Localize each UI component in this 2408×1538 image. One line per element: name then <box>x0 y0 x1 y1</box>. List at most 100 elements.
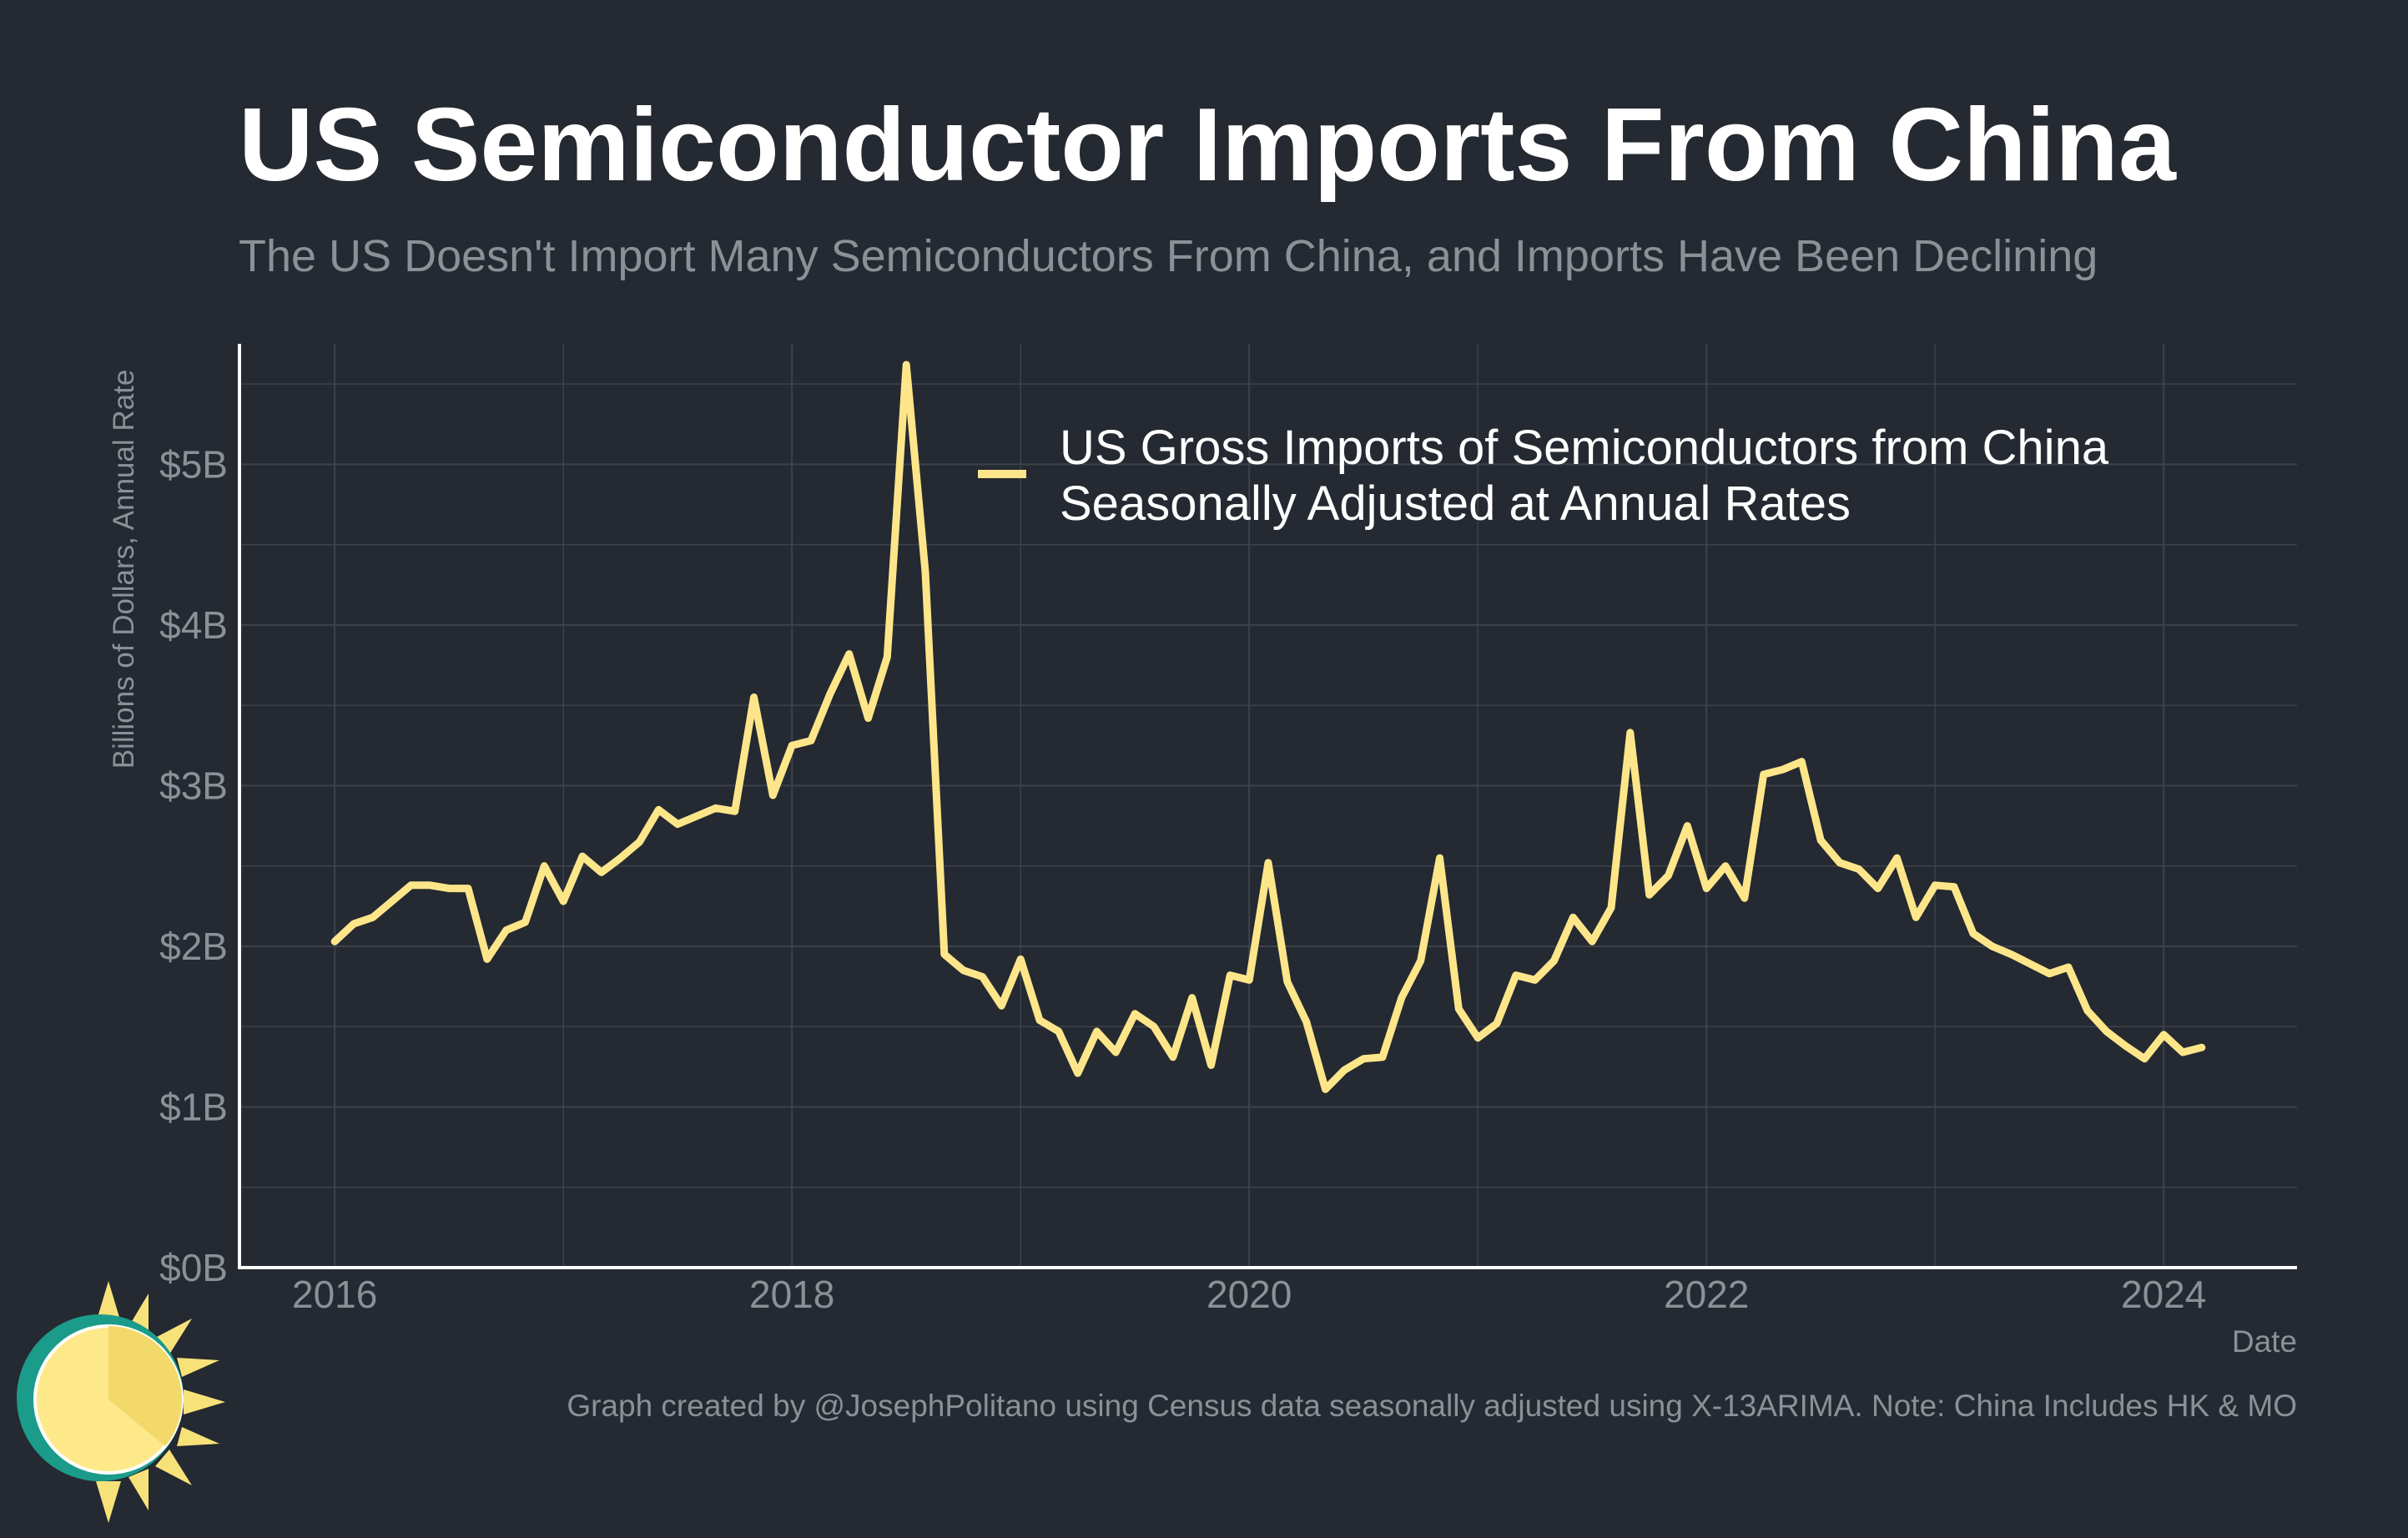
data-point <box>734 810 736 812</box>
y-tick-label: $5B <box>159 442 228 486</box>
data-point <box>1858 869 1860 870</box>
data-point <box>1877 888 1879 890</box>
data-point <box>886 656 888 658</box>
data-point <box>1591 940 1593 942</box>
y-axis-title: Billions of Dollars, Annual Rate <box>108 370 140 769</box>
legend: US Gross Imports of Semiconductors from … <box>978 421 2122 531</box>
chart-title: US Semiconductor Imports From China <box>239 88 2176 203</box>
data-point <box>1477 1037 1479 1039</box>
data-point <box>2144 1058 2145 1060</box>
data-point <box>1134 1013 1136 1015</box>
data-point <box>1306 1021 1307 1022</box>
data-point <box>829 693 831 695</box>
x-tick-label: 2020 <box>1207 1273 1292 1316</box>
data-point <box>963 970 965 971</box>
data-point <box>372 916 374 918</box>
data-point <box>2182 1051 2184 1053</box>
sun-shade <box>108 1325 183 1446</box>
data-point <box>1401 997 1403 999</box>
data-point <box>1782 769 1783 770</box>
data-point <box>543 865 545 867</box>
data-point <box>1020 958 1021 960</box>
data-point <box>353 923 355 925</box>
x-tick-label: 2016 <box>292 1273 377 1316</box>
data-point <box>944 954 945 956</box>
data-point <box>810 740 812 741</box>
series-points <box>334 364 2203 1090</box>
data-point <box>1172 1056 1174 1058</box>
data-point <box>1191 997 1193 999</box>
data-point <box>601 871 602 873</box>
data-point <box>620 857 622 859</box>
data-point <box>1153 1026 1155 1027</box>
data-point <box>2201 1046 2203 1048</box>
data-point <box>2048 973 2050 975</box>
data-point <box>696 815 698 817</box>
x-tick-label: 2022 <box>1664 1273 1749 1316</box>
data-point <box>2068 966 2069 968</box>
legend-label-line-2: Seasonally Adjusted at Annual Rates <box>1060 477 1851 531</box>
data-point <box>1211 1064 1212 1066</box>
data-point <box>2029 963 2031 965</box>
sun-logo-icon <box>17 1281 225 1523</box>
x-tick-label: 2018 <box>749 1273 834 1316</box>
data-point <box>1458 1008 1459 1010</box>
data-point <box>1439 857 1440 859</box>
data-point <box>868 718 869 719</box>
x-axis-title: Date <box>2232 1324 2297 1359</box>
data-point <box>1572 916 1574 918</box>
data-point <box>1229 975 1231 976</box>
data-point <box>982 976 983 977</box>
data-point <box>1363 1058 1364 1060</box>
data-point <box>639 841 640 843</box>
data-point <box>1058 1031 1060 1032</box>
data-point <box>1077 1072 1079 1074</box>
data-point <box>1325 1088 1326 1090</box>
data-point <box>1534 979 1536 981</box>
data-point <box>1839 862 1841 864</box>
data-point <box>1763 774 1765 775</box>
data-point <box>905 364 907 366</box>
data-point <box>1668 875 1669 876</box>
data-point <box>2106 1031 2108 1032</box>
data-point <box>562 900 564 902</box>
y-tick-label: $0B <box>159 1246 228 1289</box>
data-point <box>657 809 659 810</box>
data-point <box>525 921 526 923</box>
data-point <box>582 855 583 857</box>
data-point <box>1343 1069 1345 1071</box>
data-point <box>486 958 488 960</box>
axes <box>238 344 2297 1269</box>
data-point <box>2011 954 2012 956</box>
data-point <box>1096 1031 1097 1032</box>
y-tick-label: $4B <box>159 603 228 647</box>
data-point <box>715 807 717 809</box>
tick-labels: 2016 2018 2020 2022 2024 $0B $1B $2B $3B $4B $5B <box>159 442 2206 1316</box>
data-point <box>1515 975 1517 976</box>
data-point <box>1705 888 1707 890</box>
chart-subtitle: The US Doesn't Import Many Semiconductor… <box>239 231 2098 281</box>
y-tick-label: $2B <box>159 925 228 968</box>
data-point <box>1915 916 1917 918</box>
data-point <box>1725 865 1726 867</box>
sun-rays <box>96 1281 225 1523</box>
data-point <box>448 888 450 890</box>
data-point <box>1972 933 1974 935</box>
legend-label-line-1: US Gross Imports of Semiconductors from … <box>1060 421 2109 475</box>
data-point <box>753 697 754 698</box>
data-point <box>1610 907 1612 909</box>
y-tick-label: $3B <box>159 764 228 807</box>
data-point <box>1953 886 1955 888</box>
data-point <box>1496 1022 1498 1024</box>
data-point <box>1801 761 1802 763</box>
x-tick-label: 2024 <box>2121 1273 2206 1316</box>
data-point <box>467 888 469 890</box>
series-layer <box>330 361 2206 1093</box>
data-point <box>391 900 393 902</box>
grid-lines <box>239 344 2297 1268</box>
data-point <box>1248 979 1250 981</box>
data-point <box>791 744 793 746</box>
legend-label: US Gross Imports of Semiconductors from … <box>1060 421 2122 531</box>
data-point <box>1744 897 1746 899</box>
